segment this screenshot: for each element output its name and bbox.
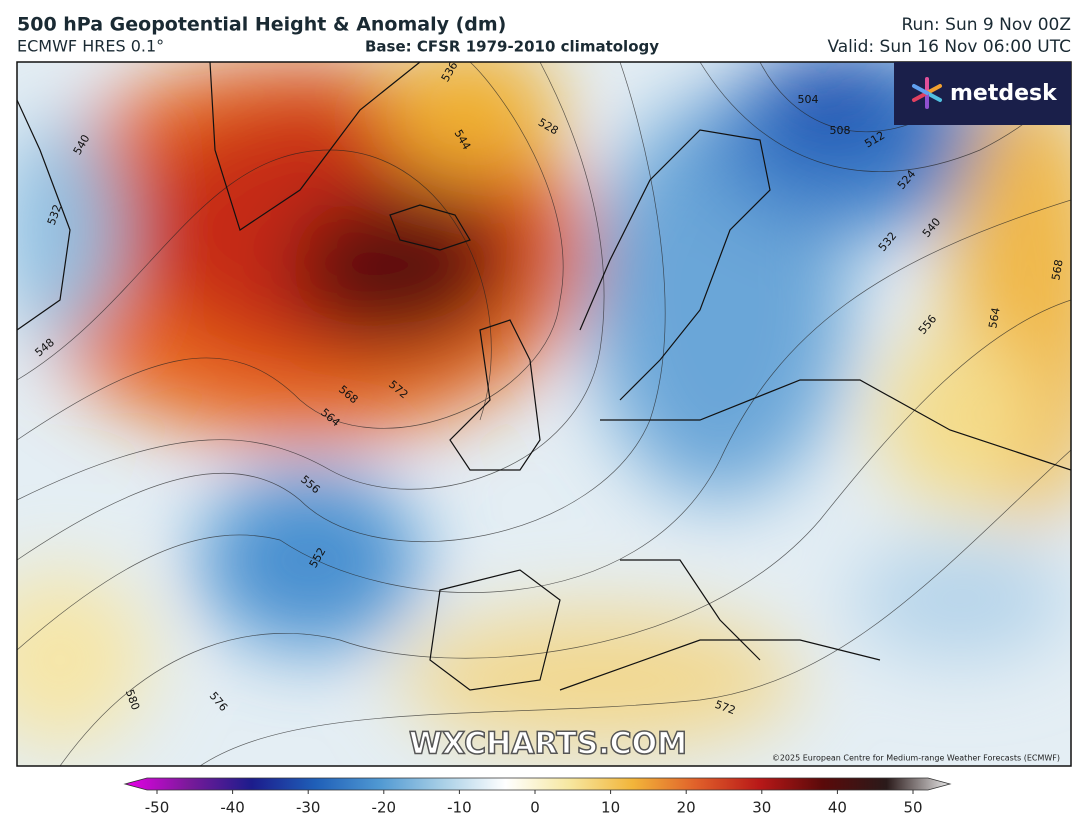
base: Base: CFSR 1979-2010 climatology: [365, 38, 659, 56]
colorbar-tick-label: -20: [372, 799, 397, 817]
contour-label: 504: [798, 93, 819, 106]
colorbar-bar: [123, 777, 952, 791]
logo: metdesk: [950, 81, 1058, 106]
colorbar-tick-label: 50: [903, 799, 922, 817]
contour-label: 564: [986, 306, 1002, 329]
colorbar: -50 -40 -30 -20 -10 0 10 20 30 40 50: [123, 777, 952, 817]
colorbar-tick-label: -50: [145, 799, 170, 817]
copyright: ©2025 European Centre for Medium-range W…: [772, 754, 1060, 763]
run: Run: Sun 9 Nov 00Z: [901, 15, 1071, 35]
colorbar-tick-label: 0: [530, 799, 540, 817]
colorbar-tick-label: -10: [447, 799, 472, 817]
map: [17, 62, 1071, 766]
title: 500 hPa Geopotential Height & Anomaly (d…: [17, 14, 506, 36]
colorbar-tick-label: 30: [752, 799, 771, 817]
colorbar-tick-label: -30: [296, 799, 321, 817]
colorbar-tick-label: 10: [601, 799, 620, 817]
watermark: WXCHARTS.COM: [409, 727, 687, 762]
model: ECMWF HRES 0.1°: [17, 37, 164, 56]
contour-label: 568: [1049, 258, 1065, 281]
colorbar-tick-label: 40: [828, 799, 847, 817]
contour-label: 508: [830, 124, 851, 137]
colorbar-tick-label: 20: [677, 799, 696, 817]
colorbar-tick-label: -40: [220, 799, 245, 817]
logo-icon: [912, 77, 942, 109]
valid: Valid: Sun 16 Nov 06:00 UTC: [827, 37, 1071, 57]
